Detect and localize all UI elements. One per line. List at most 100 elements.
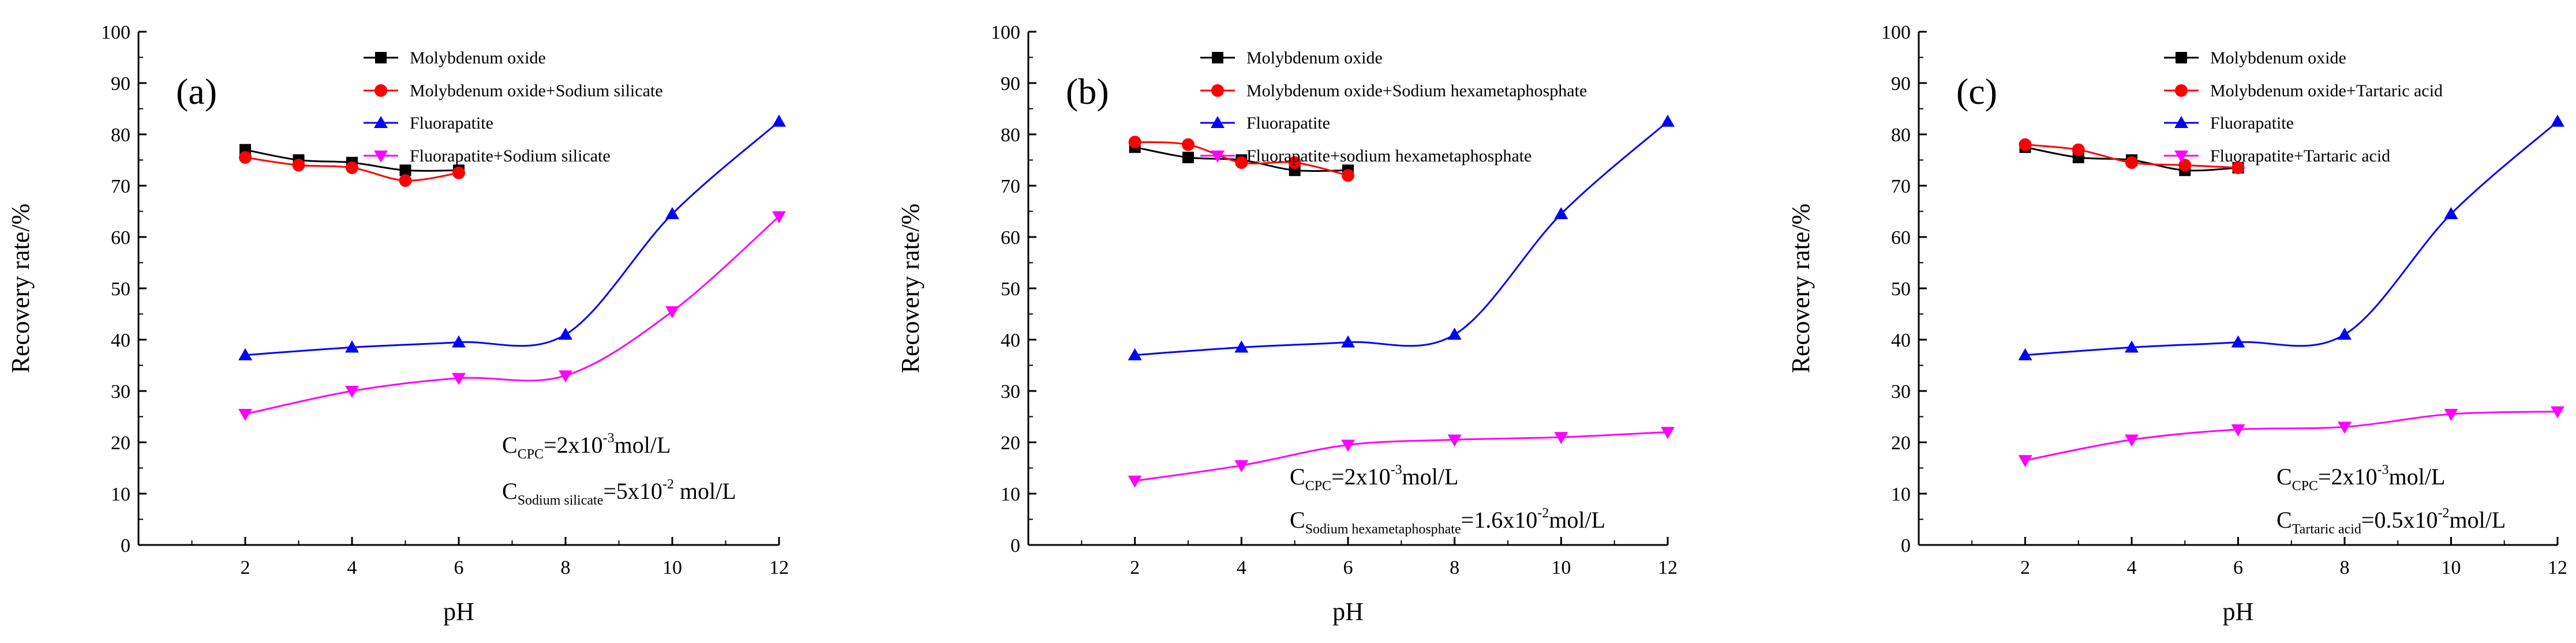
data-point [345,386,359,398]
y-tick-label: 70 [1891,176,1911,197]
legend-entry: Fluorapatite+sodium hexametaphosphate [1200,146,1532,166]
legend-label: Molybdenum oxide [2210,48,2346,67]
legend-label: Fluorapatite [2210,114,2294,133]
panel-label: (c) [1956,71,1997,112]
legend-marker [2174,116,2188,128]
data-point [238,348,252,360]
y-tick-label: 50 [1001,279,1020,300]
x-tick-label: 6 [454,557,464,578]
data-point [1235,156,1248,169]
data-point [1234,460,1249,473]
legend-entry: Fluorapatite [1200,114,1330,133]
data-point [1341,439,1355,452]
chart-panel-1: 0 10 20 30 40 50 60 70 80 90 100 2 4 6 8 10 12 pH Recovery… [6,22,789,626]
data-point [2231,335,2245,348]
data-point [2019,138,2032,151]
legend-marker [1211,84,1224,97]
legend-label: Molybdenum oxide [1246,48,1383,67]
y-tick-label: 70 [111,176,130,197]
annotation-symbol: C [1290,507,1305,533]
series-2 [1128,136,1354,182]
y-tick-label: 80 [1891,125,1911,146]
legend-entry: Molybdenum oxide [2164,48,2346,67]
data-point [772,114,786,127]
annotation-value: =2x10 [1331,464,1391,490]
annotation-symbol: C [502,432,518,458]
series-line [245,216,780,415]
y-tick-label: 50 [1891,279,1911,300]
x-tick-label: 6 [1343,557,1353,578]
annotation-value: =0.5x10 [2361,507,2438,533]
y-tick-label: 40 [111,330,130,351]
legend-marker [374,116,388,128]
legend-marker [2176,52,2187,63]
legend-marker [2175,84,2188,97]
data-point [2072,143,2085,156]
y-tick-label: 0 [1010,535,1020,556]
y-tick-label: 20 [1891,433,1911,454]
data-point [1447,328,1462,340]
data-point [665,206,679,219]
y-tick-label: 100 [101,22,130,43]
series-3 [2018,114,2564,360]
series-2 [2019,138,2245,174]
annotation-superscript: -3 [1391,462,1402,477]
y-tick-label: 60 [111,227,130,249]
legend-marker [1211,151,1225,163]
annotation-value: =1.6x10 [1461,507,1538,533]
data-point [1128,475,1142,488]
y-tick-label: 70 [1001,176,1020,197]
annotation-subscript: CPC [518,447,544,462]
annotation-unit: mol/L [2449,507,2506,533]
legend-label: Fluorapatite+sodium hexametaphosphate [1246,146,1532,166]
x-axis-title: pH [443,597,474,626]
chart-panel-3: 0 10 20 30 40 50 60 70 80 90 100 2 4 6 8 10 12 pH Recovery… [1787,22,2567,626]
annotation-symbol: C [2277,507,2292,533]
legend-entry: Molybdenum oxide+Tartaric acid [2164,81,2443,100]
data-point [452,373,466,385]
y-tick-label: 100 [991,22,1020,43]
x-axis-title: pH [2223,597,2254,626]
y-tick-label: 90 [1001,73,1020,95]
legend-label: Fluorapatite+Sodium silicate [410,146,611,166]
y-tick-label: 90 [111,73,130,95]
series-4 [1128,427,1675,488]
legend-label: Fluorapatite+Tartaric acid [2210,146,2390,166]
annotation-unit: mol/L [615,432,671,458]
data-point [452,166,465,179]
data-point [2018,348,2032,360]
annotation-unit: mol/L [2389,464,2446,490]
legend-label: Molybdenum oxide+Sodium hexametaphosphat… [1246,81,1587,100]
y-tick-label: 40 [1891,330,1911,351]
data-point [559,328,572,340]
x-axis-title: pH [1332,597,1364,626]
legend-entry: Fluorapatite [2164,114,2294,133]
data-point [1661,114,1675,127]
annotation-subscript: Sodium silicate [518,493,604,508]
x-tick-label: 8 [1450,557,1459,578]
annotation-symbol: C [2277,464,2292,490]
annotation-subscript: Tartaric acid [2292,522,2361,537]
annotation-unit: mol/L [674,478,736,504]
series-4 [2018,406,2564,468]
data-point [238,409,252,422]
data-point [2338,328,2352,340]
series-4 [238,211,786,422]
annotation-subscript: CPC [2292,479,2318,494]
legend-entry: Molybdenum oxide+Sodium silicate [364,81,663,100]
data-point [2444,206,2458,219]
legend-marker [374,151,388,163]
x-tick-label: 8 [2340,557,2350,578]
y-tick-label: 80 [111,125,130,146]
legend-entry: Molybdenum oxide+Sodium hexametaphosphat… [1200,81,1587,100]
y-axis-title: Recovery rate/% [896,204,924,373]
x-tick-label: 2 [241,557,250,578]
data-point [1341,335,1355,348]
annotation-symbol: C [502,478,518,504]
y-tick-label: 0 [1901,535,1911,556]
data-point [2231,424,2245,437]
data-point [1234,340,1249,353]
annotation-superscript: -3 [603,431,615,446]
data-point [399,174,412,187]
legend-label: Fluorapatite [410,114,493,133]
